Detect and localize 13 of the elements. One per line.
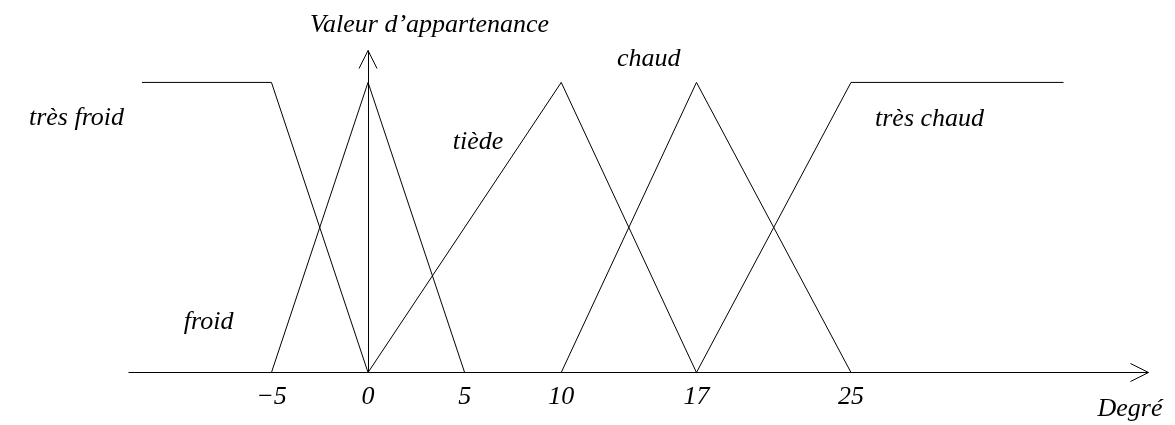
- x-tick-label: −5: [256, 380, 287, 410]
- series-label: tiède: [452, 125, 504, 155]
- y-axis-title: Valeur d’appartenance: [310, 9, 550, 38]
- x-tick-label: 17: [683, 380, 711, 410]
- x-tick-label: 25: [838, 380, 864, 410]
- x-tick-label: 10: [548, 380, 575, 410]
- series-label: très chaud: [875, 102, 986, 132]
- x-axis-title: Degré: [1096, 393, 1164, 422]
- series-label: très froid: [28, 101, 126, 131]
- series-label: froid: [183, 306, 235, 335]
- x-tick-label: 0: [361, 380, 375, 410]
- series-label: chaud: [616, 42, 682, 72]
- x-tick-label: 5: [458, 380, 472, 410]
